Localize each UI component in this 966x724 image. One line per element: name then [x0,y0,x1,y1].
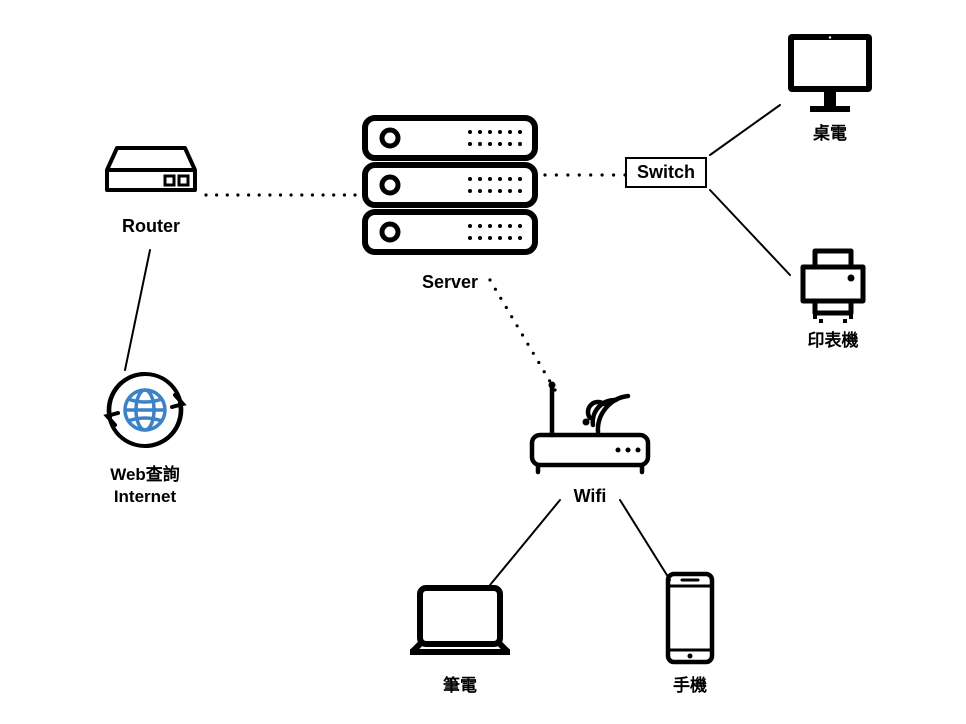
wifi-node: Wifi [520,370,660,508]
internet-label: Web查詢 Internet [95,464,195,508]
laptop-node: 筆電 [400,580,520,697]
network-diagram: Router [0,0,966,724]
desktop-node: 桌電 [780,28,880,145]
wifi-label: Wifi [520,485,660,508]
printer-node: 印表機 [788,245,878,352]
server-label: Server [355,271,545,294]
server-icon [355,110,545,260]
switch-node: Switch [625,157,707,188]
phone-label: 手機 [660,675,720,697]
internet-node: Web查詢 Internet [95,365,195,508]
phone-node: 手機 [660,570,720,697]
desktop-icon [780,28,880,118]
printer-icon [791,245,875,325]
laptop-label: 筆電 [400,675,520,697]
server-node: Server [355,110,545,294]
switch-label: Switch [625,157,707,188]
phone-icon [660,570,720,670]
laptop-icon [400,580,520,670]
router-node: Router [95,140,207,238]
internet-icon [95,365,195,455]
router-icon [95,140,207,210]
printer-label: 印表機 [788,330,878,352]
desktop-label: 桌電 [780,123,880,145]
wifi-icon [520,370,660,480]
router-label: Router [95,215,207,238]
